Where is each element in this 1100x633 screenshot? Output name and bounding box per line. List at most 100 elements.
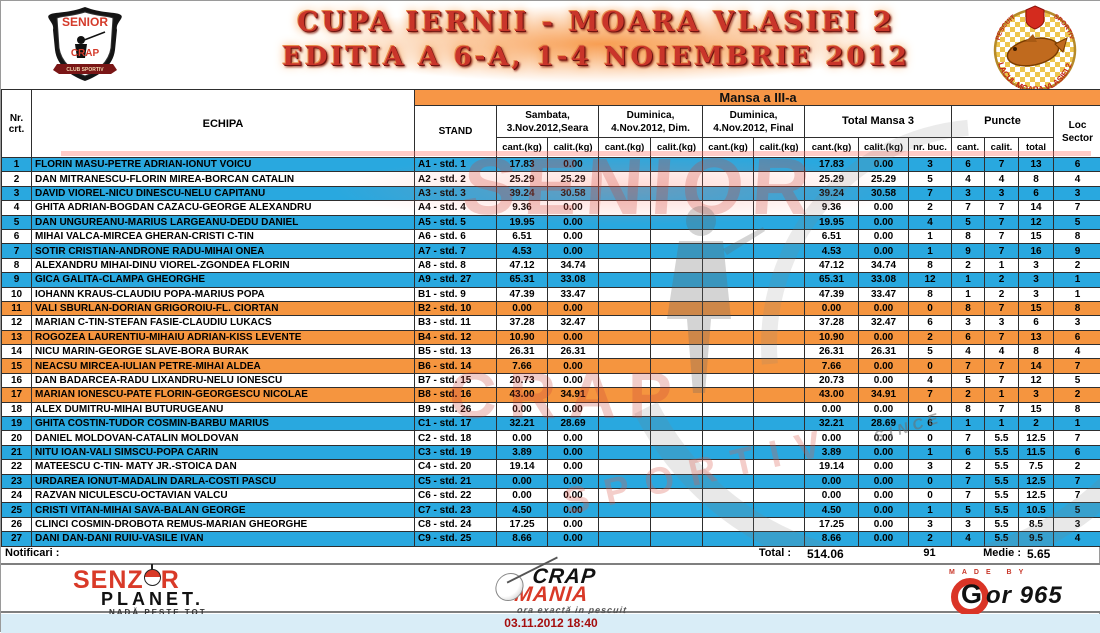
loc-sector: 3 <box>1054 186 1100 200</box>
cant-duminica-final <box>703 402 754 416</box>
row-number: 2 <box>2 172 32 186</box>
total-cant: 0.00 <box>805 488 859 502</box>
cant-duminica-dim <box>599 330 651 344</box>
col-header-duminica-final: Duminica, 4.Nov.2012, Final <box>703 106 805 138</box>
loc-sector: 7 <box>1054 431 1100 445</box>
col-header-nr: Nr. crt. <box>2 90 32 158</box>
sub-header-cant-sun2: cant.(kg) <box>703 138 754 158</box>
total-calit: 0.00 <box>859 503 909 517</box>
cant-duminica-dim <box>599 229 651 243</box>
row-number: 10 <box>2 287 32 301</box>
nr-buc: 0 <box>909 431 952 445</box>
calit-sambata: 33.47 <box>548 287 599 301</box>
crap-mania-logo: CRAP MANIA ora exactă in pescuit <box>494 567 739 616</box>
nr-buc: 1 <box>909 445 952 459</box>
nr-buc: 1 <box>909 229 952 243</box>
calit-duminica-dim <box>651 488 703 502</box>
row-number: 1 <box>2 158 32 172</box>
cant-sambata: 3.89 <box>497 445 548 459</box>
cant-sambata: 0.00 <box>497 402 548 416</box>
report-datetime: 03.11.2012 18:40 <box>504 616 597 630</box>
total-cant: 26.31 <box>805 345 859 359</box>
puncte-total: 6 <box>1019 186 1054 200</box>
calit-duminica-dim <box>651 172 703 186</box>
team-name: MATEESCU C-TIN- MATY JR.-STOICA DAN <box>32 460 415 474</box>
stand: C4 - std. 20 <box>415 460 497 474</box>
loc-sector: 6 <box>1054 445 1100 459</box>
cant-sambata: 8.66 <box>497 532 548 546</box>
total-calit: 28.69 <box>859 417 909 431</box>
cant-duminica-final <box>703 388 754 402</box>
cant-duminica-dim <box>599 301 651 315</box>
cant-duminica-final <box>703 345 754 359</box>
puncte-total: 12 <box>1019 373 1054 387</box>
puncte-calit: 5.5 <box>985 488 1019 502</box>
col-header-loc-sector: Loc Sector <box>1054 106 1100 158</box>
stand: B6 - std. 14 <box>415 359 497 373</box>
cant-duminica-final <box>703 532 754 546</box>
puncte-total: 3 <box>1019 258 1054 272</box>
puncte-total: 8 <box>1019 345 1054 359</box>
notificari-label: Notificari : <box>5 547 59 559</box>
stand: C6 - std. 22 <box>415 488 497 502</box>
calit-duminica-dim <box>651 316 703 330</box>
row-number: 3 <box>2 186 32 200</box>
event-title: CUPA IERNII - MOARA VLASIEI 2 EDITIA A 6… <box>171 1 1021 89</box>
nr-buc: 5 <box>909 172 952 186</box>
total-calit: 0.00 <box>859 244 909 258</box>
calit-duminica-final <box>754 503 805 517</box>
total-calit: 34.91 <box>859 388 909 402</box>
puncte-total: 3 <box>1019 287 1054 301</box>
nr-buc: 6 <box>909 316 952 330</box>
total-cant: 4.50 <box>805 503 859 517</box>
nr-buc: 2 <box>909 330 952 344</box>
total-cant: 37.28 <box>805 316 859 330</box>
puncte-cant: 5 <box>952 373 985 387</box>
puncte-total: 3 <box>1019 273 1054 287</box>
stand: C7 - std. 23 <box>415 503 497 517</box>
puncte-calit: 1 <box>985 388 1019 402</box>
calit-duminica-final <box>754 488 805 502</box>
cant-duminica-final <box>703 287 754 301</box>
calit-sambata: 0.00 <box>548 445 599 459</box>
total-cant: 43.00 <box>805 388 859 402</box>
sub-header-nr-buc: nr. buc. <box>909 138 952 158</box>
nr-buc: 0 <box>909 359 952 373</box>
team-name: NICU MARIN-GEORGE SLAVE-BORA BURAK <box>32 345 415 359</box>
puncte-cant: 2 <box>952 258 985 272</box>
puncte-total: 13 <box>1019 158 1054 172</box>
nr-buc: 3 <box>909 517 952 531</box>
cant-duminica-dim <box>599 474 651 488</box>
cant-duminica-final <box>703 517 754 531</box>
row-number: 17 <box>2 388 32 402</box>
puncte-calit: 5.5 <box>985 503 1019 517</box>
sub-header-calit-sun2: calit.(kg) <box>754 138 805 158</box>
puncte-cant: 7 <box>952 474 985 488</box>
cant-duminica-dim <box>599 532 651 546</box>
calit-duminica-dim <box>651 287 703 301</box>
cant-duminica-final <box>703 201 754 215</box>
calit-duminica-final <box>754 359 805 373</box>
calit-duminica-final <box>754 316 805 330</box>
total-cant: 47.39 <box>805 287 859 301</box>
row-number: 5 <box>2 215 32 229</box>
puncte-cant: 7 <box>952 431 985 445</box>
total-label: Total : <box>711 547 791 559</box>
calit-duminica-final <box>754 158 805 172</box>
calit-sambata: 0.00 <box>548 460 599 474</box>
team-name: URDAREA IONUT-MADALIN DARLA-COSTI PASCU <box>32 474 415 488</box>
puncte-cant: 2 <box>952 388 985 402</box>
cant-duminica-dim <box>599 273 651 287</box>
team-name: CLINCI COSMIN-DROBOTA REMUS-MARIAN GHEOR… <box>32 517 415 531</box>
